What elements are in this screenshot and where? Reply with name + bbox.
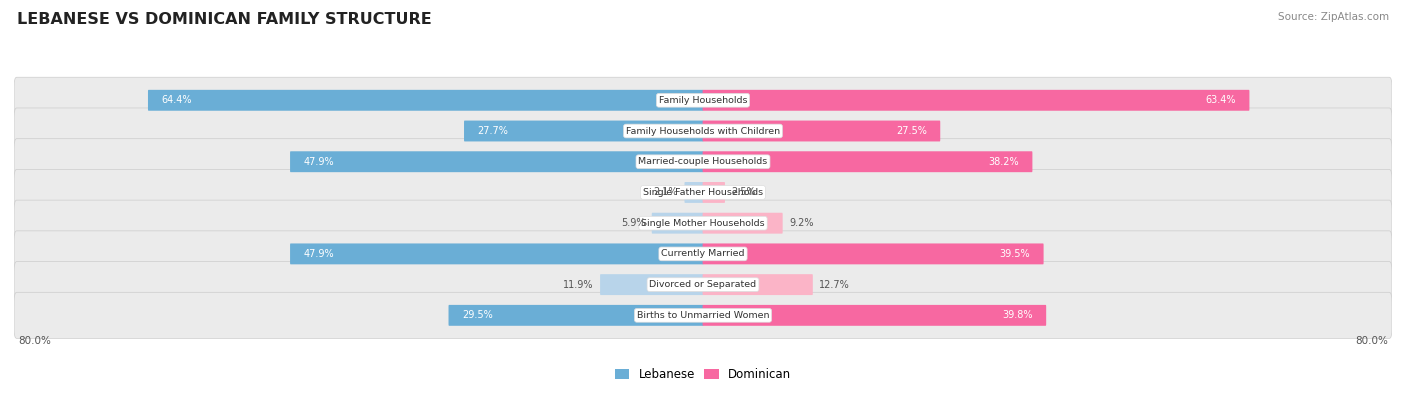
FancyBboxPatch shape (290, 151, 703, 172)
Text: 2.5%: 2.5% (731, 188, 756, 198)
Text: 27.5%: 27.5% (896, 126, 927, 136)
FancyBboxPatch shape (703, 182, 725, 203)
Text: 39.8%: 39.8% (1002, 310, 1033, 320)
FancyBboxPatch shape (14, 169, 1392, 216)
FancyBboxPatch shape (14, 139, 1392, 185)
FancyBboxPatch shape (703, 120, 941, 141)
FancyBboxPatch shape (290, 243, 703, 264)
Text: Source: ZipAtlas.com: Source: ZipAtlas.com (1278, 12, 1389, 22)
FancyBboxPatch shape (449, 305, 703, 326)
Text: Births to Unmarried Women: Births to Unmarried Women (637, 311, 769, 320)
FancyBboxPatch shape (703, 90, 1250, 111)
Text: Family Households: Family Households (659, 96, 747, 105)
Text: 39.5%: 39.5% (1000, 249, 1031, 259)
Text: Married-couple Households: Married-couple Households (638, 157, 768, 166)
Text: 47.9%: 47.9% (304, 157, 335, 167)
FancyBboxPatch shape (703, 213, 783, 233)
FancyBboxPatch shape (14, 77, 1392, 123)
Text: 2.1%: 2.1% (654, 188, 678, 198)
Text: 5.9%: 5.9% (621, 218, 645, 228)
Text: 63.4%: 63.4% (1205, 95, 1236, 105)
Text: LEBANESE VS DOMINICAN FAMILY STRUCTURE: LEBANESE VS DOMINICAN FAMILY STRUCTURE (17, 12, 432, 27)
FancyBboxPatch shape (14, 200, 1392, 246)
FancyBboxPatch shape (148, 90, 703, 111)
Text: Single Mother Households: Single Mother Households (641, 219, 765, 228)
Text: 12.7%: 12.7% (820, 280, 851, 290)
FancyBboxPatch shape (14, 292, 1392, 339)
Text: 27.7%: 27.7% (478, 126, 508, 136)
FancyBboxPatch shape (14, 108, 1392, 154)
Text: 47.9%: 47.9% (304, 249, 335, 259)
Text: 38.2%: 38.2% (988, 157, 1019, 167)
Text: Single Father Households: Single Father Households (643, 188, 763, 197)
FancyBboxPatch shape (600, 274, 703, 295)
FancyBboxPatch shape (703, 305, 1046, 326)
FancyBboxPatch shape (14, 231, 1392, 277)
FancyBboxPatch shape (685, 182, 703, 203)
Legend: Lebanese, Dominican: Lebanese, Dominican (610, 363, 796, 386)
FancyBboxPatch shape (652, 213, 703, 233)
FancyBboxPatch shape (703, 274, 813, 295)
FancyBboxPatch shape (14, 261, 1392, 308)
Text: 64.4%: 64.4% (162, 95, 191, 105)
FancyBboxPatch shape (703, 243, 1043, 264)
Text: 9.2%: 9.2% (789, 218, 814, 228)
Text: Divorced or Separated: Divorced or Separated (650, 280, 756, 289)
Text: 29.5%: 29.5% (461, 310, 492, 320)
Text: 80.0%: 80.0% (1355, 335, 1388, 346)
Text: Family Households with Children: Family Households with Children (626, 126, 780, 135)
Text: 80.0%: 80.0% (18, 335, 51, 346)
FancyBboxPatch shape (703, 151, 1032, 172)
FancyBboxPatch shape (464, 120, 703, 141)
Text: 11.9%: 11.9% (564, 280, 593, 290)
Text: Currently Married: Currently Married (661, 249, 745, 258)
